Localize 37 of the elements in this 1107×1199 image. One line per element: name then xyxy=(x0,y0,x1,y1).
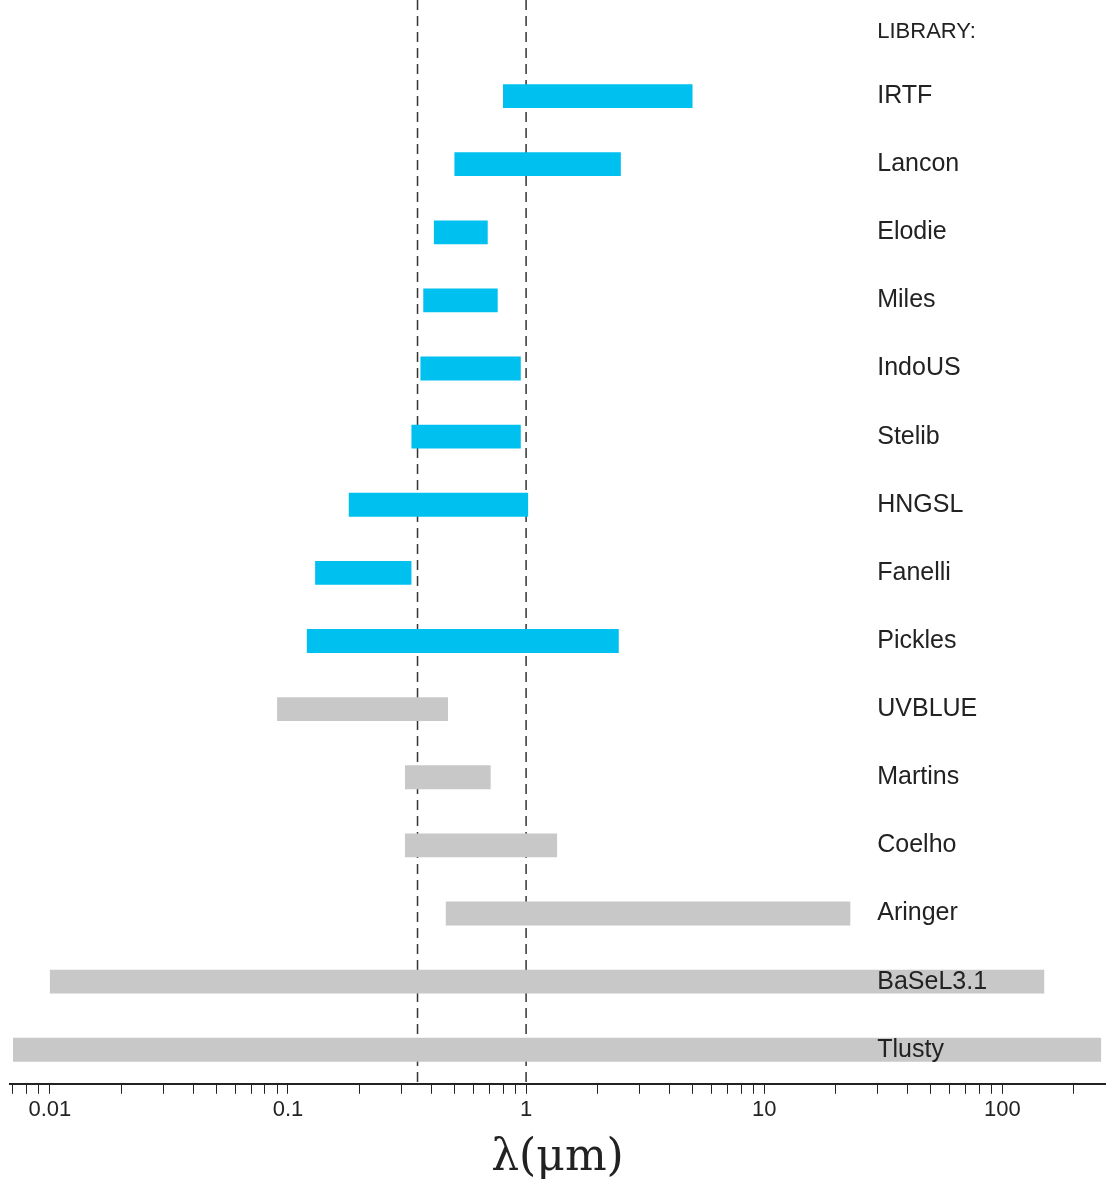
y-tick-label: Pickles xyxy=(877,624,957,653)
y-tick-label: Aringer xyxy=(877,897,958,926)
x-tick-label: 10 xyxy=(751,1096,777,1122)
bar xyxy=(306,629,619,653)
bar xyxy=(404,833,558,858)
bar xyxy=(411,424,521,449)
x-axis-title: λ(μm) xyxy=(491,1129,624,1181)
bar xyxy=(404,765,491,790)
x-tick-label: 0.1 xyxy=(272,1096,304,1122)
y-tick-label: IRTF xyxy=(877,79,933,108)
y-axis-title: LIBRARY: xyxy=(877,18,976,44)
x-tick-label: 0.01 xyxy=(28,1096,72,1122)
bar xyxy=(503,84,693,108)
y-tick-label: Coelho xyxy=(877,829,957,858)
bar xyxy=(454,152,621,177)
y-tick-label: Elodie xyxy=(877,216,947,245)
y-tick-label: Fanelli xyxy=(877,556,951,585)
y-tick-label: Stelib xyxy=(877,420,940,449)
x-tick-label: 1 xyxy=(519,1096,533,1122)
y-tick-label: BaSeL3.1 xyxy=(877,965,988,994)
y-tick-label: Tlusty xyxy=(877,1033,945,1062)
x-tick-label: 100 xyxy=(983,1096,1021,1122)
bar xyxy=(49,969,1045,994)
bar xyxy=(433,220,488,245)
bar xyxy=(348,492,529,517)
y-tick-label: Martins xyxy=(877,761,960,790)
y-tick-label: HNGSL xyxy=(877,488,964,517)
y-tick-label: UVBLUE xyxy=(877,693,978,722)
bar xyxy=(277,697,449,722)
y-tick-label: Lancon xyxy=(877,148,960,177)
bar xyxy=(423,288,498,313)
y-tick-label: IndoUS xyxy=(877,352,961,381)
bar xyxy=(420,356,521,381)
y-tick-label: Miles xyxy=(877,284,936,313)
bar xyxy=(315,560,412,585)
bar xyxy=(13,1037,1102,1062)
bar xyxy=(445,901,851,926)
